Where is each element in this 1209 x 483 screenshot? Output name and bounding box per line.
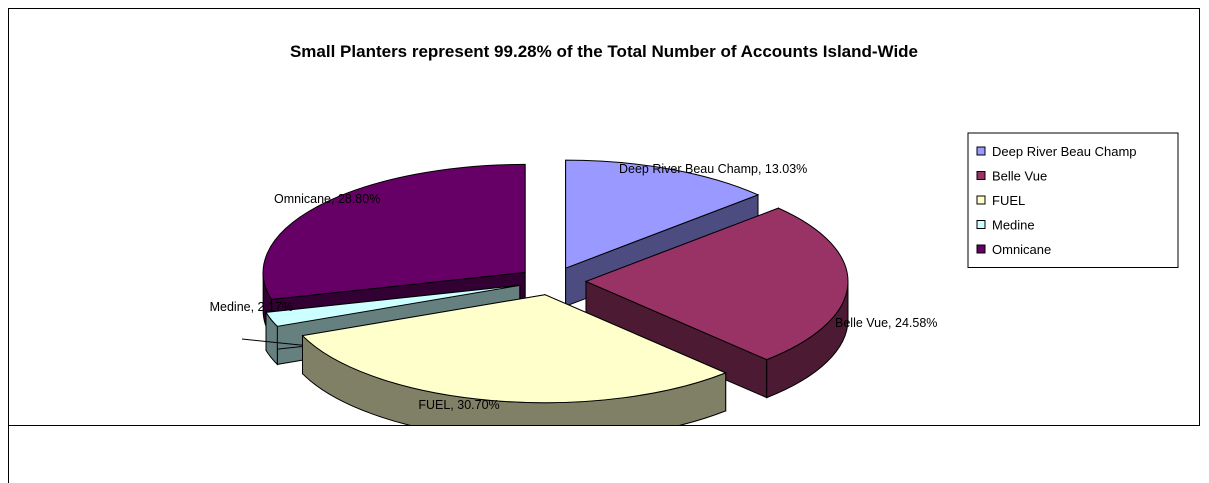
slice-top-fuel [301,294,727,404]
leader-line-medine [241,338,302,346]
legend-swatch-deep-river-beau-champ [976,146,986,156]
legend-label-omnicane: Omnicane [992,242,1051,257]
data-label-omnicane: Omnicane, 28.80% [274,192,380,206]
data-labels: Deep River Beau Champ, 13.03% Belle Vue, … [210,162,938,412]
slice-top-medine [265,284,520,327]
chart-title: Small Planters represent 99.28% of the T… [290,42,918,61]
pie-group [262,159,849,425]
pie-slice-belle-vue [584,207,849,399]
legend-label-medine: Medine [992,218,1035,233]
data-label-fuel: FUEL, 30.70% [418,398,499,412]
legend-box [967,132,1179,268]
pie-slice-fuel [301,293,727,425]
legend: Deep River Beau Champ Belle Vue FUEL Medine… [967,132,1179,268]
data-label-deep-river-beau-champ: Deep River Beau Champ, 13.03% [619,162,807,176]
data-label-belle-vue: Belle Vue, 24.58% [835,316,937,330]
legend-swatch-medine [976,220,986,229]
slice-top-belle-vue [584,207,849,361]
frame-edge [8,426,9,483]
pie-chart: Small Planters represent 99.28% of the T… [210,42,1179,425]
chart-frame: Small Planters represent 99.28% of the T… [8,8,1200,426]
legend-label-belle-vue: Belle Vue [992,169,1047,184]
legend-swatch-belle-vue [976,171,986,180]
slice-top-omnicane [262,163,526,300]
legend-swatch-omnicane [976,244,986,254]
data-label-medine: Medine, 2.17% [210,300,293,314]
legend-swatch-fuel [976,195,986,205]
slice-top-deep-river-beau-champ [565,159,760,269]
legend-label-fuel: FUEL [992,193,1025,208]
legend-label-deep-river-beau-champ: Deep River Beau Champ [992,144,1137,159]
